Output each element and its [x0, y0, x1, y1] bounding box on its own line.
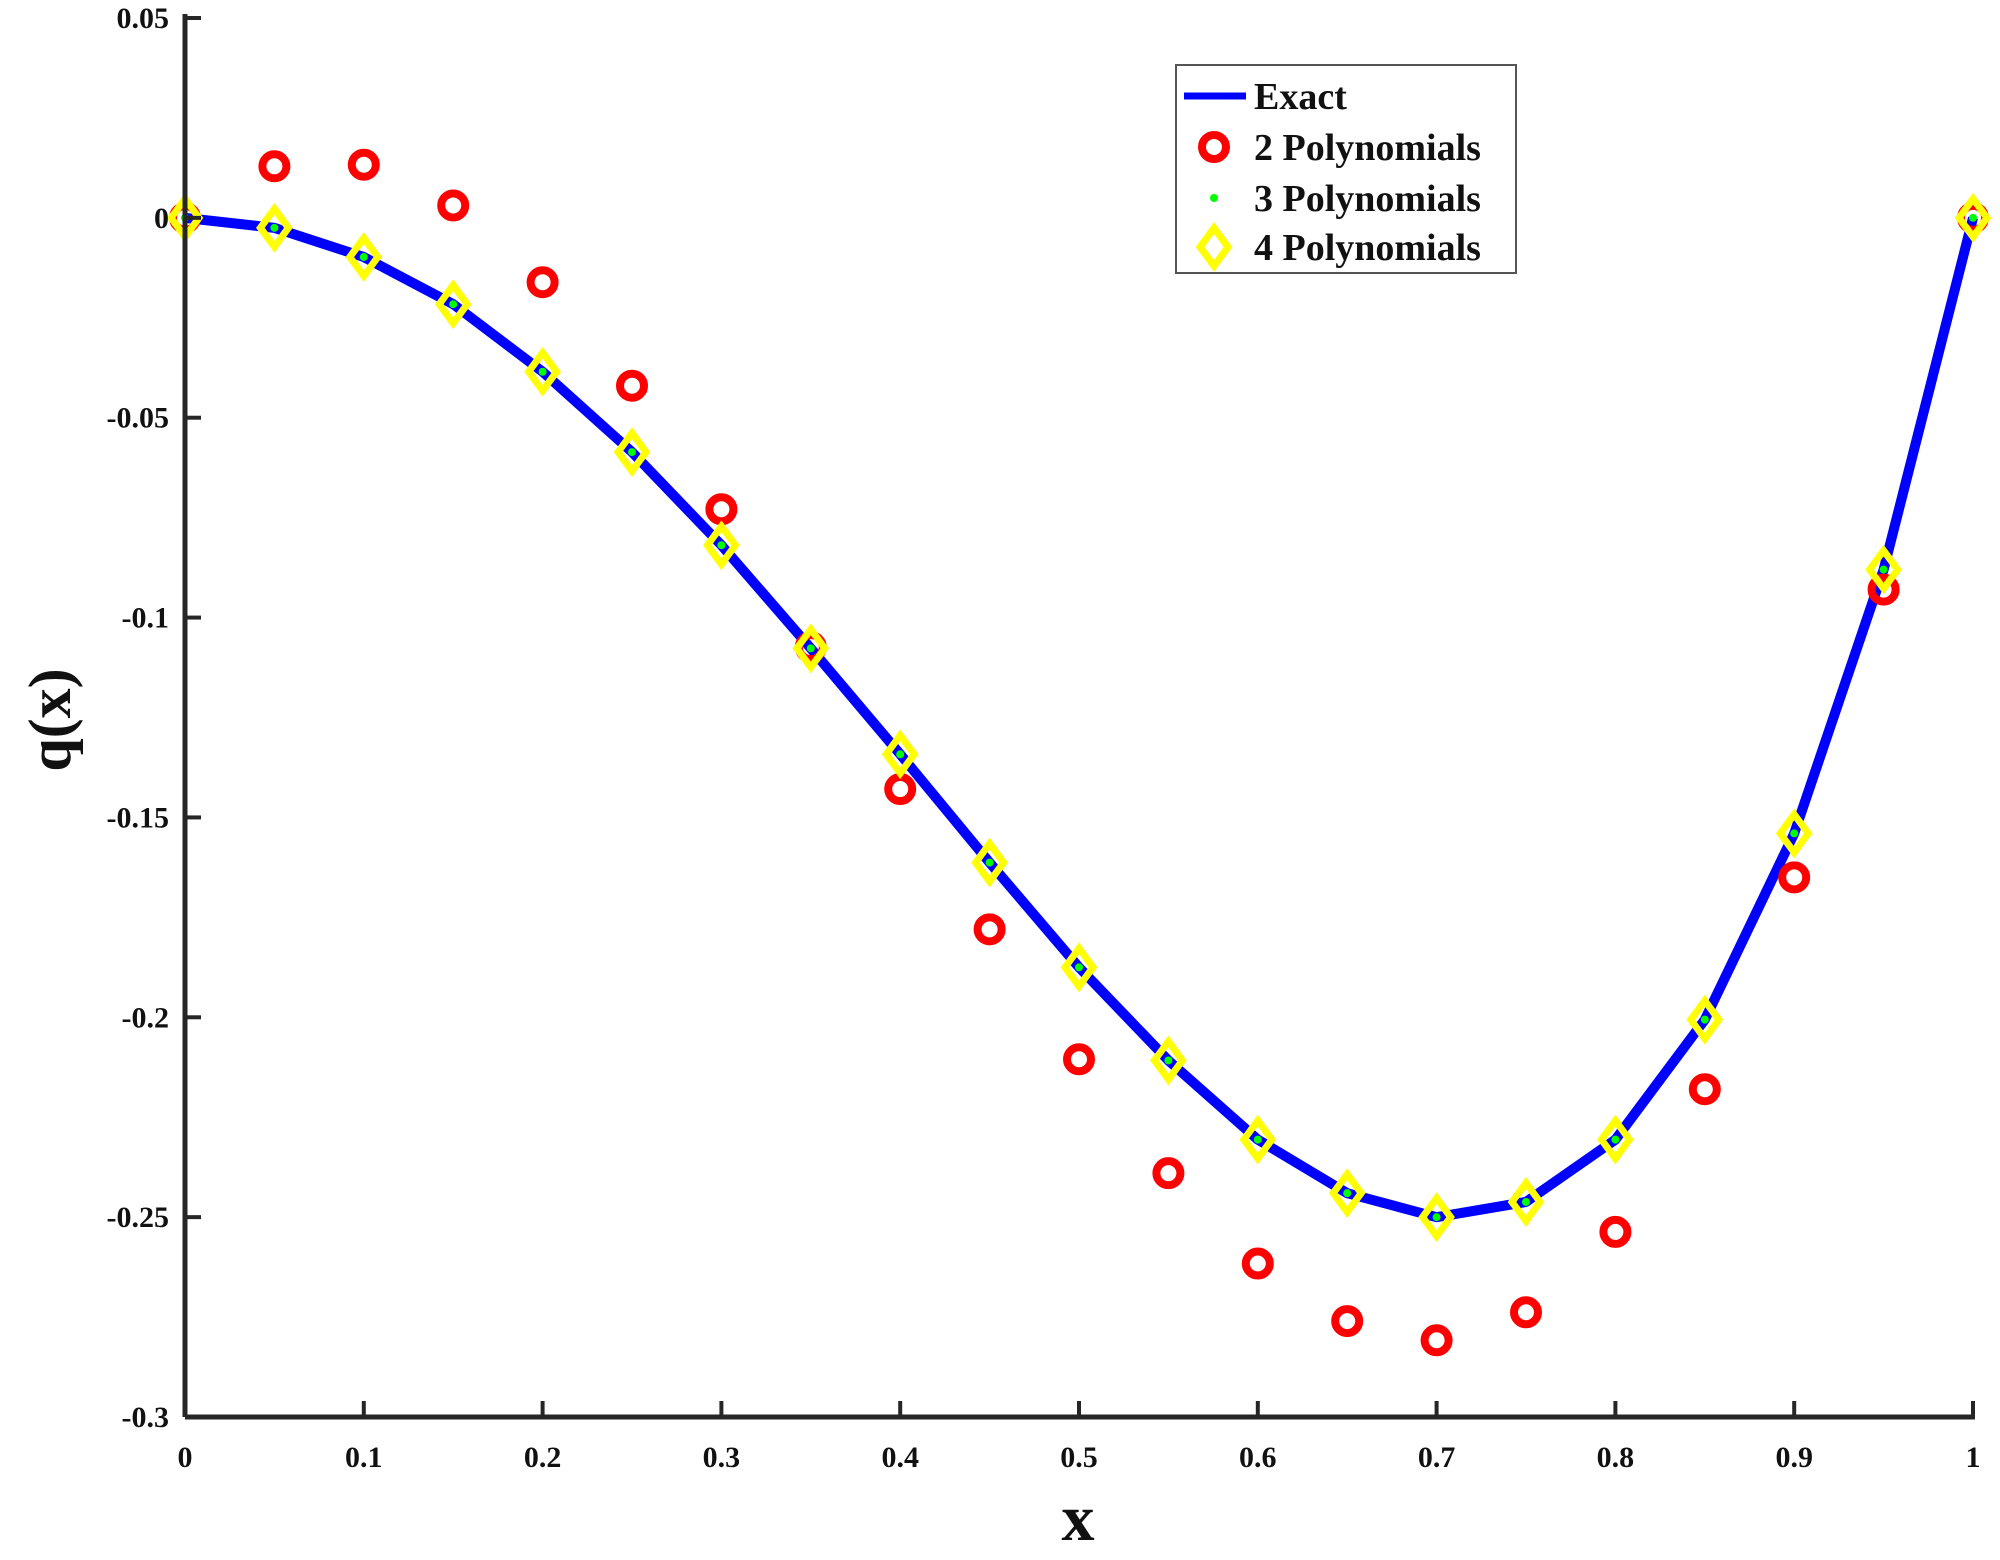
point-4-polynomials [971, 837, 1008, 888]
point-4-polynomials [1239, 1114, 1277, 1165]
x-tick-label: 0.4 [881, 1441, 919, 1474]
point-4-polynomials [1865, 544, 1902, 595]
x-tick-label: 0.6 [1239, 1441, 1277, 1474]
legend-label-exact: Exact [1254, 76, 1347, 118]
y-tick-label: -0.3 [122, 1401, 170, 1434]
point-2-polynomials [1510, 1296, 1542, 1329]
point-2-polynomials [1241, 1247, 1274, 1280]
point-4-polynomials [1507, 1177, 1545, 1227]
point-2-polynomials [1688, 1073, 1721, 1106]
y-tick-label: -0.25 [107, 1201, 170, 1234]
point-3-polynomials [1432, 1213, 1441, 1222]
point-3-polynomials [1522, 1197, 1530, 1206]
y-tick-label: -0.1 [122, 602, 170, 635]
point-3-polynomials [896, 750, 905, 759]
y-tick-label: -0.15 [107, 801, 170, 834]
point-2-polynomials [1778, 861, 1811, 894]
x-tick-label: 0.3 [703, 1441, 741, 1474]
point-2-polynomials [1063, 1043, 1095, 1076]
point-4-polynomials [881, 729, 919, 780]
point-3-polynomials [1611, 1135, 1620, 1144]
point-4-polynomials [792, 623, 830, 674]
point-3-polynomials [1969, 213, 1977, 222]
point-2-polynomials [1152, 1157, 1185, 1190]
point-3-polynomials [806, 644, 815, 653]
point-4-polynomials [613, 427, 651, 477]
x-tick-label: 0.8 [1597, 1441, 1635, 1474]
point-3-polynomials [538, 367, 547, 376]
point-4-polynomials [1060, 942, 1098, 993]
point-2-polynomials [258, 150, 291, 183]
point-3-polynomials [449, 300, 458, 309]
point-3-polynomials [717, 541, 726, 550]
point-3-polynomials [1790, 829, 1799, 838]
y-tick-label: -0.05 [107, 402, 170, 435]
point-3-polynomials [1164, 1056, 1173, 1065]
legend-marker-2-polynomials [1198, 131, 1230, 163]
point-4-polynomials [703, 520, 740, 571]
x-axis-label: x [1062, 1482, 1095, 1555]
x-tick-label: 0.9 [1775, 1441, 1813, 1474]
point-3-polynomials [1700, 1015, 1709, 1024]
point-2-polynomials [1331, 1305, 1364, 1338]
point-4-polynomials [1150, 1035, 1187, 1086]
legend-marker-3-polynomials [1210, 194, 1218, 202]
point-2-polynomials [437, 189, 470, 222]
legend-label-3-polynomials: 3 Polynomials [1254, 178, 1481, 220]
legend-marker-4-polynomials [1195, 222, 1233, 272]
point-4-polynomials [1418, 1192, 1455, 1243]
legend: Exact 2 Polynomials 3 Polynomials 4 Polynom… [1175, 64, 1517, 274]
x-tick-label: 0.7 [1418, 1441, 1456, 1474]
series-line-exact [184, 212, 1978, 1223]
x-tick-label: 0.1 [345, 1441, 383, 1474]
point-4-polynomials [1328, 1168, 1366, 1219]
y-tick-label: -0.2 [122, 1001, 170, 1034]
x-tick-label: 0 [178, 1441, 193, 1474]
point-3-polynomials [1343, 1189, 1352, 1198]
point-3-polynomials [1253, 1135, 1262, 1144]
point-2-polynomials [884, 773, 917, 806]
legend-label-2-polynomials: 2 Polynomials [1254, 127, 1481, 169]
x-tick-label: 1 [1966, 1441, 1981, 1474]
point-2-polynomials [347, 148, 380, 181]
plot-marks [166, 148, 1992, 1357]
point-2-polynomials [526, 266, 559, 299]
legend-label-4-polynomials: 4 Polynomials [1254, 227, 1481, 269]
point-3-polynomials [628, 448, 636, 457]
y-tick-label: 0 [154, 202, 169, 235]
y-tick-label: 0.05 [117, 2, 170, 35]
legend-box [1175, 64, 1517, 274]
point-2-polynomials [616, 369, 648, 402]
point-2-polynomials [973, 913, 1006, 946]
point-4-polynomials [524, 346, 561, 397]
point-3-polynomials [1075, 963, 1083, 972]
point-4-polynomials [1954, 192, 1992, 243]
point-2-polynomials [1867, 573, 1900, 606]
point-3-polynomials [1879, 565, 1888, 574]
y-axis-label: q(x) [17, 668, 83, 771]
point-4-polynomials [1597, 1114, 1634, 1165]
point-4-polynomials [256, 202, 293, 253]
point-3-polynomials [270, 223, 279, 232]
point-2-polynomials [1599, 1215, 1632, 1248]
point-4-polynomials [345, 232, 383, 282]
point-4-polynomials [1686, 994, 1724, 1045]
point-2-polynomials [705, 493, 738, 526]
point-2-polynomials [1420, 1324, 1453, 1357]
point-3-polynomials [359, 253, 368, 262]
point-3-polynomials [985, 858, 994, 867]
point-4-polynomials [1775, 808, 1813, 859]
x-tick-label: 0.2 [524, 1441, 562, 1474]
point-4-polynomials [434, 279, 472, 330]
x-tick-label: 0.5 [1060, 1441, 1098, 1474]
axes: 0 0.1 0.2 0.3 0.4 0.5 0.6 0.7 0.8 0.9 1 0.05 0 -0.05 -… [107, 2, 1981, 1474]
